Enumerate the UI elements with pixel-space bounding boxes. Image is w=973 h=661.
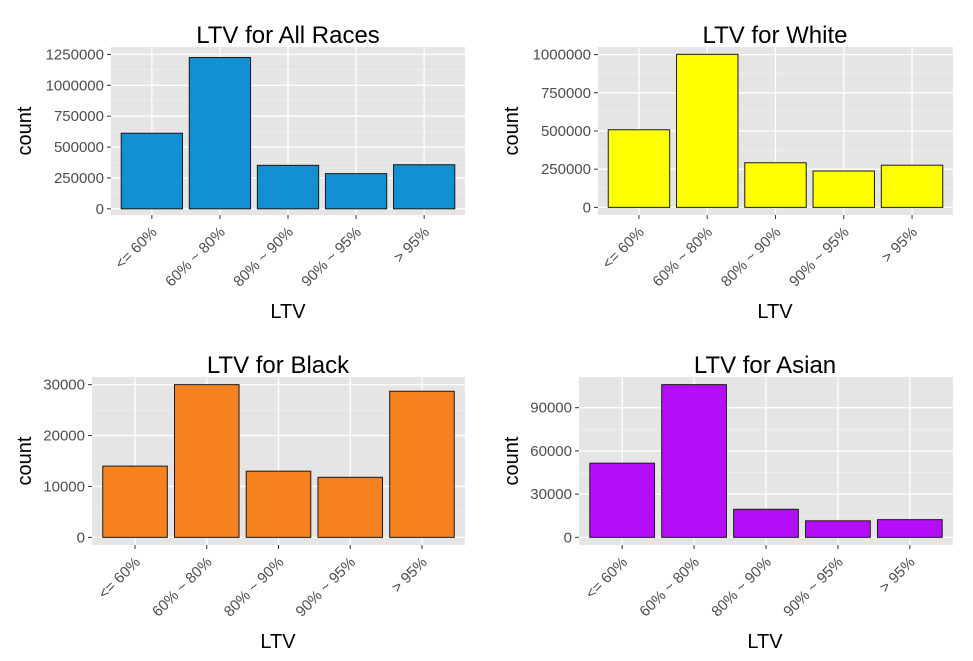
x-axis-title: LTV (270, 301, 306, 323)
bar-4 (317, 476, 384, 538)
bar-1 (120, 132, 183, 210)
y-tick-label: 500000 (54, 139, 104, 156)
x-tick-label: 90% ~ 95% (298, 224, 365, 291)
y-axis-title: count (14, 436, 36, 485)
bar-5 (393, 164, 456, 210)
y-tick-label: 750000 (541, 85, 591, 102)
x-tick-label: 80% ~ 90% (718, 224, 785, 291)
x-tick-label: 60% ~ 80% (636, 554, 703, 621)
bar-1 (589, 462, 656, 538)
x-tick-label: > 95% (878, 224, 920, 266)
y-tick-label: 250000 (54, 170, 104, 187)
chart-title: LTV for All Races (196, 22, 380, 49)
x-tick-label: 90% ~ 95% (780, 554, 847, 621)
y-tick-label: 1000000 (533, 47, 591, 64)
chart-panel-1: 0 250000 500000 750000 1000000 1250000 <= 60% 6… (14, 22, 465, 323)
x-tick-label: <= 60% (112, 224, 161, 273)
chart-panel-2: 0 250000 500000 750000 1000000 <= 60% 60% ~ 80… (501, 22, 953, 323)
bar-2 (661, 384, 727, 538)
chart-panel-4: 0 30000 60000 90000 <= 60% 60% ~ 80% 80% ~ 90%… (501, 352, 953, 653)
bar-3 (245, 470, 312, 538)
y-tick-label: 30000 (43, 377, 85, 394)
x-tick-label: 60% ~ 80% (162, 224, 229, 291)
bar-4 (812, 170, 875, 208)
x-tick-label: > 95% (876, 554, 918, 596)
y-tick-label: 0 (77, 529, 85, 546)
x-tick-label: 80% ~ 90% (708, 554, 775, 621)
x-tick-label: 90% ~ 95% (786, 224, 853, 291)
x-tick-label: 60% ~ 80% (649, 224, 716, 291)
y-tick-label: 750000 (54, 108, 104, 125)
x-axis-title: LTV (747, 631, 783, 653)
bar-5 (880, 164, 944, 208)
y-axis-title: count (14, 106, 36, 155)
y-tick-label: 30000 (530, 486, 572, 503)
y-tick-label: 60000 (530, 443, 572, 460)
bar-5 (389, 390, 455, 538)
y-tick-label: 1250000 (46, 46, 104, 63)
y-tick-label: 500000 (541, 123, 591, 140)
bar-2 (173, 384, 240, 538)
x-tick-label: <= 60% (582, 554, 631, 603)
y-tick-label: 1000000 (46, 77, 104, 94)
y-tick-label: 250000 (541, 161, 591, 178)
y-axis-title: count (501, 436, 523, 485)
chart-title: LTV for White (703, 22, 848, 49)
bar-4 (324, 173, 388, 210)
bar-4 (805, 520, 871, 538)
y-tick-label: 0 (96, 201, 104, 218)
x-tick-label: 80% ~ 90% (230, 224, 297, 291)
x-tick-label: > 95% (391, 224, 433, 266)
bar-5 (876, 519, 943, 538)
x-tick-label: <= 60% (599, 224, 648, 273)
bar-3 (733, 508, 799, 538)
y-tick-label: 90000 (530, 400, 572, 417)
chart-title: LTV for Black (207, 352, 350, 379)
x-tick-label: > 95% (388, 554, 430, 596)
x-tick-label: <= 60% (95, 554, 144, 603)
bar-2 (188, 57, 252, 210)
x-axis-title: LTV (757, 301, 793, 323)
bar-1 (607, 129, 671, 208)
y-tick-label: 10000 (43, 478, 85, 495)
bar-1 (102, 465, 168, 538)
x-axis-title: LTV (260, 631, 296, 653)
bar-2 (676, 53, 739, 208)
y-tick-label: 0 (583, 199, 591, 216)
bar-3 (256, 164, 320, 210)
y-tick-label: 20000 (43, 428, 85, 445)
x-tick-label: 80% ~ 90% (221, 554, 288, 621)
y-axis-title: count (501, 106, 523, 155)
y-tick-label: 0 (564, 529, 572, 546)
x-tick-label: 60% ~ 80% (149, 554, 216, 621)
bar-3 (744, 162, 807, 208)
chart-title: LTV for Asian (694, 352, 836, 379)
x-tick-label: 90% ~ 95% (292, 554, 359, 621)
chart-panel-3: 0 10000 20000 30000 <= 60% 60% ~ 80% 80% ~ 90%… (14, 352, 465, 653)
